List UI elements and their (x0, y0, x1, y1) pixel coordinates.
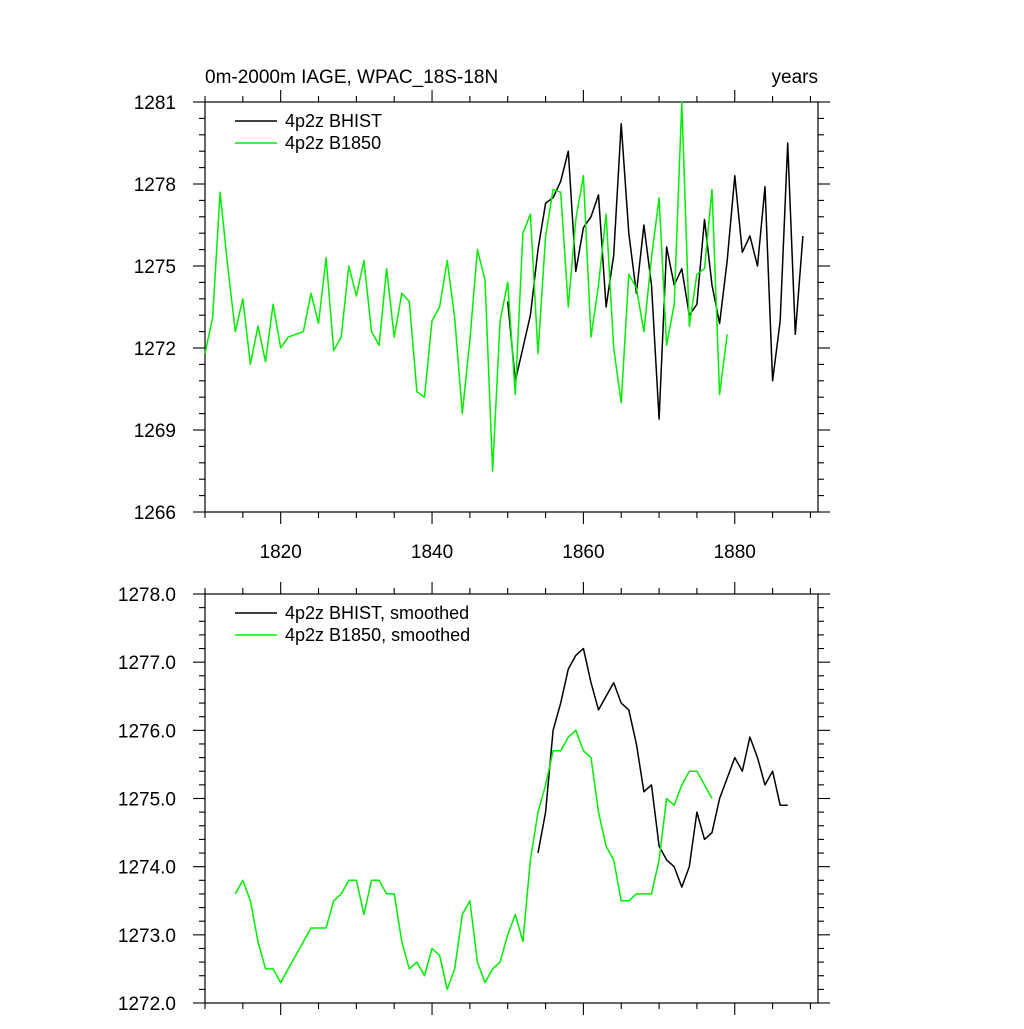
chart-title-right: years (772, 67, 818, 88)
series-line-2 (204, 101, 728, 472)
x-tick-label: 1880 (714, 542, 756, 563)
x-tick-label: 1860 (562, 542, 604, 563)
series-line-1 (537, 647, 788, 888)
series-line-1 (506, 123, 804, 420)
plot-frame (204, 593, 819, 1004)
y-tick-label: 1278.0 (118, 585, 176, 606)
y-tick-label: 1275.0 (118, 790, 176, 811)
y-tick-label: 1266 (134, 503, 176, 524)
y-tick-label: 1274.0 (118, 858, 176, 879)
y-tick-label: 1277.0 (118, 653, 176, 674)
y-tick-label: 1272 (134, 339, 176, 360)
chart-panel-1: 0m-2000m IAGE, WPAC_18S-18N years 1820 1840… (134, 67, 830, 563)
y-tick-label: 1281 (134, 93, 176, 114)
y-tick-label: 1275 (134, 257, 176, 278)
y-tick-label: 1276.0 (118, 721, 176, 742)
plot-frame (204, 101, 819, 513)
y-tick-label: 1272.0 (118, 994, 176, 1015)
chart-title: 0m-2000m IAGE, WPAC_18S-18N (205, 67, 498, 88)
y-tick-label: 1273.0 (118, 926, 176, 947)
chart-panel-2: 1272.0 1273.0 1274.0 1275.0 1276.0 1277.0 1278… (118, 582, 830, 1015)
legend-entry: 4p2z B1850, smoothed (285, 625, 470, 645)
x-tick-label: 1840 (411, 542, 453, 563)
series-line-2 (234, 729, 713, 991)
y-tick-label: 1269 (134, 421, 176, 442)
x-tick-label: 1820 (260, 542, 302, 563)
legend-entry: 4p2z B1850 (285, 133, 381, 153)
y-tick-label: 1278 (134, 175, 176, 196)
legend-entry: 4p2z BHIST, smoothed (285, 603, 469, 623)
legend-entry: 4p2z BHIST (285, 111, 382, 131)
